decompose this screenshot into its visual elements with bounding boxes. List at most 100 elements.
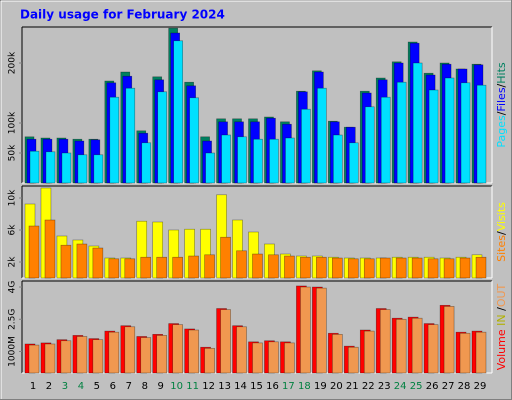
bar xyxy=(252,342,263,374)
bar xyxy=(60,244,72,279)
bar xyxy=(156,335,168,374)
bar xyxy=(332,334,343,374)
legend-separator: / xyxy=(495,83,508,87)
legend: Volume IN /OUT xyxy=(495,283,508,370)
bar xyxy=(316,287,327,374)
bar xyxy=(140,256,152,279)
x-tick-label: 24 xyxy=(394,381,407,392)
bar xyxy=(268,341,279,374)
x-tick-label: 14 xyxy=(234,381,247,392)
x-tick-label: 22 xyxy=(362,381,375,392)
bar xyxy=(92,247,104,279)
x-tick-label: 25 xyxy=(410,381,423,392)
bar xyxy=(76,336,88,374)
bar xyxy=(188,255,199,279)
bar xyxy=(28,344,40,374)
y-tick-label: 2.5G xyxy=(8,309,18,330)
bar xyxy=(284,342,295,374)
bar xyxy=(459,257,471,279)
bar xyxy=(347,346,359,374)
bar xyxy=(460,82,471,184)
bar xyxy=(188,329,199,374)
x-tick-label: 28 xyxy=(458,381,471,392)
x-tick-label: 29 xyxy=(474,381,487,392)
y-tick-label: 200k xyxy=(8,51,18,74)
bar xyxy=(92,339,104,374)
bar xyxy=(411,257,423,279)
bar xyxy=(204,254,215,279)
bar xyxy=(444,77,455,184)
bar xyxy=(379,309,391,374)
bar xyxy=(363,330,375,374)
x-tick-label: 13 xyxy=(218,381,231,392)
y-tick-label: 100k xyxy=(8,111,18,134)
bar xyxy=(427,258,439,279)
bar xyxy=(363,258,375,279)
y-tick-label: 4G xyxy=(8,281,18,294)
legend: Sites/Visits xyxy=(495,202,508,262)
bar xyxy=(124,258,136,279)
x-tick-label: 23 xyxy=(378,381,391,392)
x-tick-label: 5 xyxy=(94,381,100,392)
bar xyxy=(172,256,183,279)
bar xyxy=(124,326,136,374)
bar xyxy=(221,134,231,184)
bar xyxy=(475,256,487,279)
x-tick-label: 17 xyxy=(282,381,295,392)
legend-entry: Hits xyxy=(495,62,508,84)
bar xyxy=(300,286,311,374)
legend-entry: Pages xyxy=(495,115,508,148)
bar xyxy=(332,257,343,279)
bar xyxy=(395,318,407,374)
bar xyxy=(108,258,120,279)
bar xyxy=(44,343,56,374)
x-tick-label: 2 xyxy=(46,381,52,392)
bar xyxy=(317,87,327,184)
chart-title: Daily usage for February 2024 xyxy=(20,8,225,22)
bar xyxy=(284,255,295,279)
bar xyxy=(205,152,215,184)
y-tick-label: 10k xyxy=(8,189,18,206)
x-tick-label: 18 xyxy=(298,381,311,392)
bar xyxy=(28,225,40,279)
bar xyxy=(108,331,120,374)
x-tick-label: 21 xyxy=(346,381,359,392)
bar xyxy=(236,250,247,279)
legend-entry: Visits xyxy=(495,202,508,231)
bar xyxy=(364,106,375,184)
bar xyxy=(77,154,88,184)
legend-entry: Volume xyxy=(495,329,508,370)
bar xyxy=(316,256,327,279)
bar xyxy=(476,84,487,184)
x-tick-label: 9 xyxy=(158,381,164,392)
bar xyxy=(301,108,311,184)
x-tick-label: 20 xyxy=(330,381,343,392)
bar xyxy=(125,87,136,184)
bar xyxy=(443,258,455,279)
bar xyxy=(29,150,40,184)
y-tick-label: 1000M xyxy=(8,336,18,367)
bar xyxy=(380,96,391,184)
x-tick-label: 27 xyxy=(442,381,455,392)
bar xyxy=(396,81,407,184)
bar xyxy=(475,331,487,374)
bar xyxy=(157,91,168,184)
legend: Pages/Files/Hits xyxy=(495,62,508,148)
x-tick-label: 6 xyxy=(110,381,116,392)
bar xyxy=(189,97,199,184)
bar xyxy=(93,154,104,184)
bar xyxy=(333,134,343,184)
bar xyxy=(379,257,391,279)
bar xyxy=(347,258,359,279)
bar xyxy=(76,243,88,279)
legend-separator: / xyxy=(495,307,508,311)
bar xyxy=(253,138,263,184)
bar xyxy=(109,96,120,184)
legend-entry: Files xyxy=(495,87,508,111)
bar xyxy=(61,152,72,184)
x-tick-label: 7 xyxy=(126,381,132,392)
y-tick-label: 2k xyxy=(8,256,18,268)
bar xyxy=(395,257,407,279)
legend-separator: / xyxy=(495,231,508,235)
bar xyxy=(220,309,231,374)
